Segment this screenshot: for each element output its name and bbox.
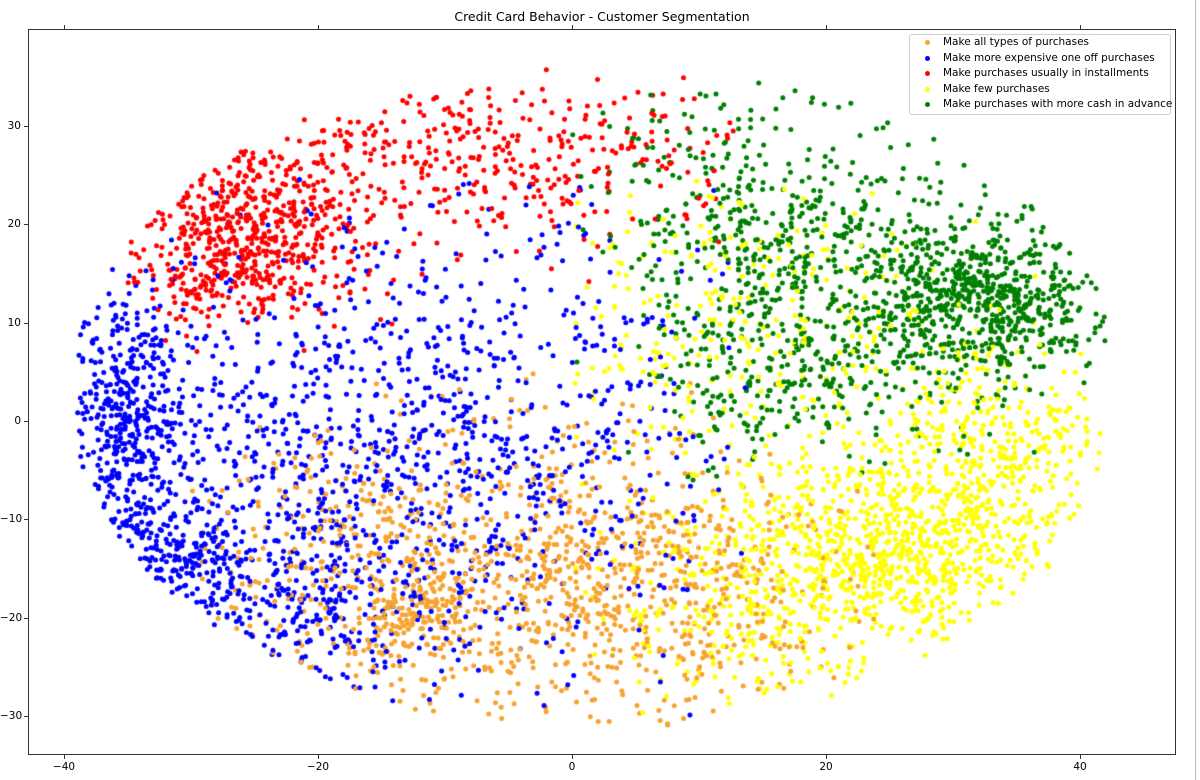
y-tick-label: 10	[7, 317, 21, 329]
y-tick-label: −30	[0, 710, 23, 722]
legend-label: Make purchases with more cash in advance	[943, 98, 1173, 110]
y-tick-mark	[24, 125, 28, 127]
legend-label: Make purchases usually in installments	[943, 67, 1149, 79]
window-edge	[1195, 0, 1196, 780]
y-tick-label: 20	[7, 218, 21, 230]
x-tick-label: −40	[52, 761, 76, 773]
x-tick-label: 40	[1073, 761, 1087, 773]
legend-label: Make all types of purchases	[943, 36, 1089, 48]
y-tick-mark	[24, 617, 28, 619]
x-tick-mark	[571, 755, 573, 759]
x-tick-label: 0	[568, 761, 576, 773]
y-tick-label: 0	[14, 415, 21, 427]
y-tick-label: −20	[0, 612, 23, 624]
x-tick-mark	[317, 25, 319, 29]
y-tick-label: 30	[7, 120, 21, 132]
legend-label: Make more expensive one off purchases	[943, 51, 1155, 64]
dot-marker-icon	[925, 71, 930, 76]
x-tick-mark	[63, 25, 65, 29]
x-tick-mark	[1079, 755, 1081, 759]
dot-marker-icon	[925, 86, 930, 92]
y-tick-label: −10	[0, 513, 23, 525]
y-tick-mark	[24, 223, 28, 225]
x-tick-mark	[825, 25, 827, 29]
y-tick-mark	[24, 715, 28, 717]
dot-marker-icon	[925, 55, 930, 61]
x-tick-label: 20	[819, 761, 833, 773]
dot-marker-icon	[925, 102, 930, 107]
x-tick-mark	[63, 755, 65, 759]
y-tick-mark	[24, 518, 28, 520]
dot-marker-icon	[925, 40, 930, 45]
scatter-points	[28, 29, 1176, 755]
x-tick-mark	[317, 755, 319, 759]
legend: Make all types of purchases Make more ex…	[909, 34, 1173, 115]
chart-title: Credit Card Behavior - Customer Segmenta…	[454, 9, 750, 24]
x-tick-mark	[571, 25, 573, 29]
y-tick-mark	[24, 322, 28, 324]
x-tick-mark	[1079, 25, 1081, 29]
legend-label: Make few purchases	[943, 82, 1050, 95]
y-tick-mark	[24, 420, 28, 422]
x-tick-mark	[825, 755, 827, 759]
x-tick-label: −20	[306, 761, 330, 773]
